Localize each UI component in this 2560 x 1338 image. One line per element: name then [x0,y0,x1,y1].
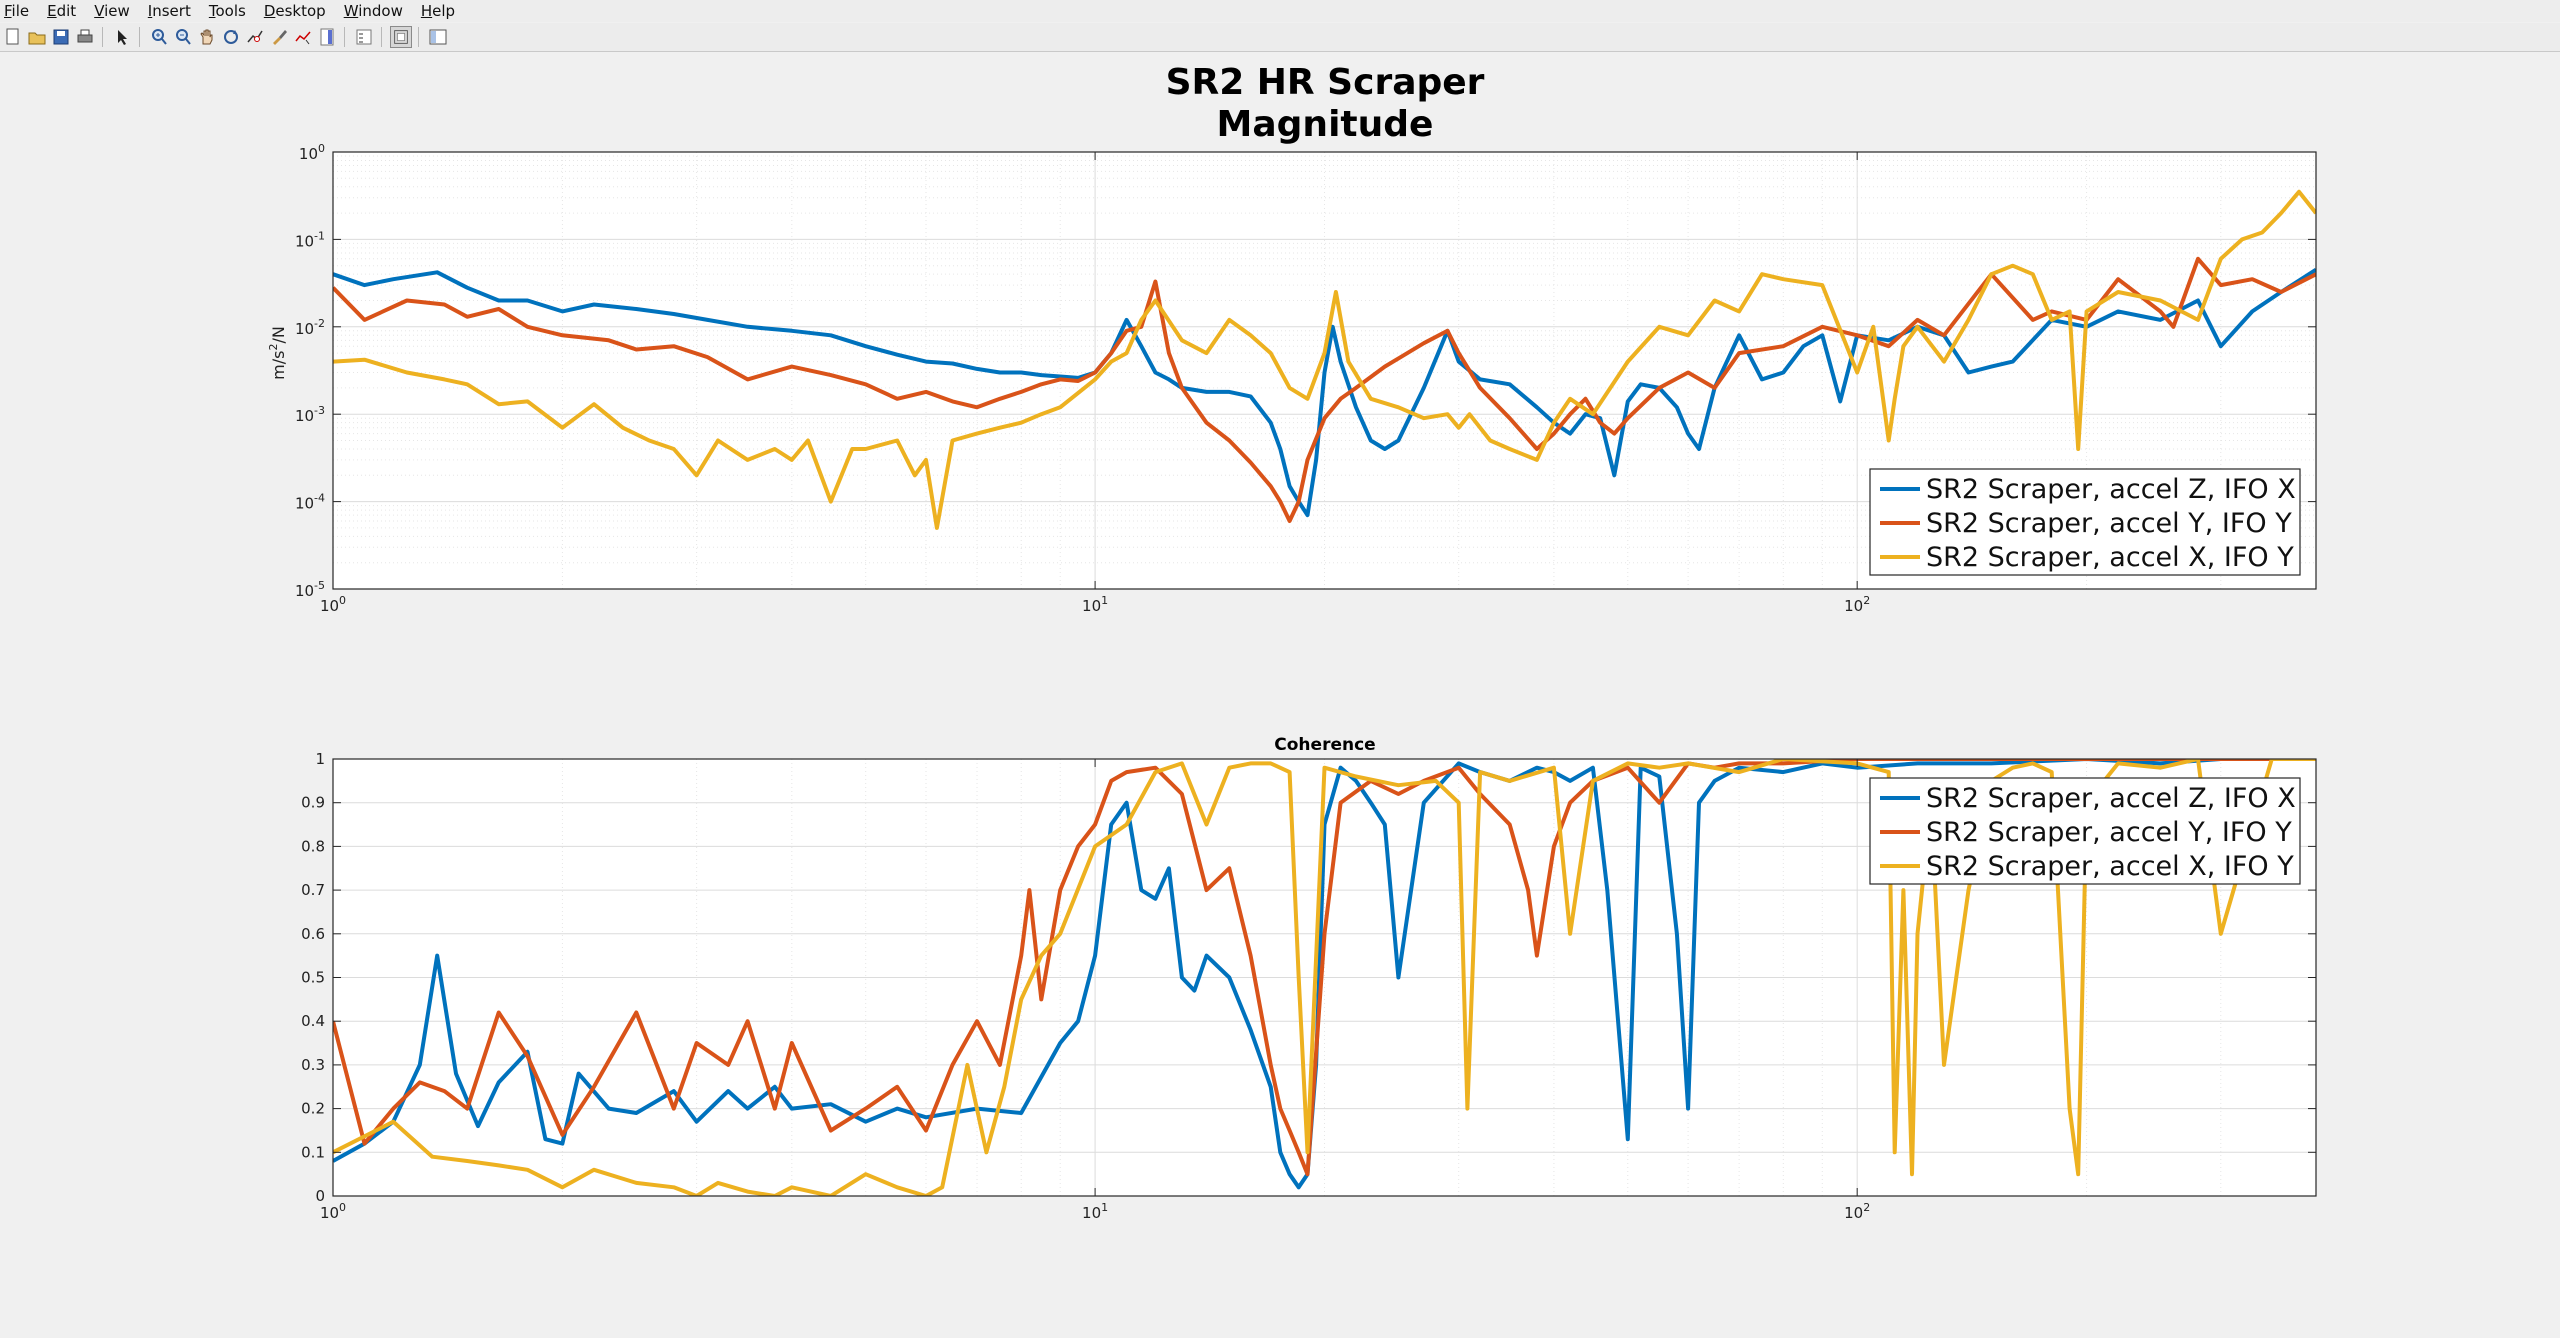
x-tick-label: 101 [1082,1201,1108,1222]
x-tick-label: 101 [1082,594,1108,615]
toolbar-separator [102,27,103,47]
y-tick-label: 0.4 [301,1012,325,1030]
insert-legend-icon[interactable] [353,26,375,48]
y-tick-label: 0.6 [301,925,325,943]
y-tick-label: 0.3 [301,1056,325,1074]
y-tick-label: 100 [299,142,325,163]
figure-title-line2: Magnitude [1217,104,1434,145]
y-tick-label: 0.8 [301,837,325,855]
brush-icon[interactable] [268,26,290,48]
pointer-icon[interactable] [111,26,133,48]
legend-entry-3: SR2 Scraper, accel X, IFO Y [1926,851,2294,882]
zoom-in-icon[interactable] [148,26,170,48]
rotate-icon[interactable] [220,26,242,48]
axes-box [332,151,2317,590]
toolbar-separator [344,27,345,47]
y-tick-label: 0.5 [301,969,325,987]
menu-bar: File Edit View Insert Tools Desktop Window Help [0,0,2560,22]
legend-entry-2: SR2 Scraper, accel Y, IFO Y [1926,508,2292,539]
y-tick-label: 0 [315,1187,325,1205]
data-cursor-icon[interactable] [244,26,266,48]
menu-edit[interactable]: Edit [47,2,77,20]
figure-canvas: SR2 HR Scraper Magnitude 100 101 10210-510… [267,62,2317,1222]
legend-entry-3: SR2 Scraper, accel X, IFO Y [1926,542,2294,573]
menu-insert[interactable]: Insert [147,2,191,20]
zoom-out-icon[interactable] [172,26,194,48]
y-tick-label: 1 [315,750,325,768]
y-tick-label: 10-2 [295,317,325,338]
magnitude-axes: 100 101 102 10-5 10-4 10-3 10-2 10-1 100 SR2 Scra… [295,142,2317,615]
toolbar [0,23,2560,52]
series-line-1 [333,759,2316,1190]
toolbar-separator [381,27,382,47]
y-tick-label: 10-1 [295,229,325,250]
x-tick-label: 100 [320,1201,346,1222]
menu-desktop[interactable]: Desktop [263,2,326,20]
y-tick-label: 10-4 [295,492,325,513]
x-tick-label: 100 [320,594,346,615]
menu-tools[interactable]: Tools [208,2,246,20]
series-line-3 [333,189,2316,530]
open-file-icon[interactable] [26,26,48,48]
y-tick-label: 10-5 [295,579,325,600]
show-plot-tools-icon[interactable] [427,26,449,48]
y-tick-label: 0.1 [301,1143,325,1161]
x-tick-label: 102 [1844,1201,1870,1222]
magnitude-ylabel: m/s2/N [267,326,288,380]
figure-title-line1: SR2 HR Scraper [1166,62,1485,103]
series-line-2 [333,256,2316,523]
menu-help[interactable]: Help [420,2,456,20]
pan-icon[interactable] [196,26,218,48]
coherence-axes: 100 101 102 0 0.1 0.2 0.3 0.4 0.5 0.6 0.7 0.8 0.9 1 SR… [301,750,2317,1222]
y-tick-label: 0.2 [301,1100,325,1118]
legend-entry-1: SR2 Scraper, accel Z, IFO X [1926,474,2296,505]
coherence-title: Coherence [1274,735,1375,755]
toolbar-separator [139,27,140,47]
menu-window[interactable]: Window [343,2,403,20]
x-tick-label: 102 [1844,594,1870,615]
legend-entry-1: SR2 Scraper, accel Z, IFO X [1926,783,2296,814]
insert-colorbar-icon[interactable] [316,26,338,48]
print-icon[interactable] [74,26,96,48]
y-tick-label: 10-3 [295,404,325,425]
menu-file[interactable]: File [4,2,30,20]
new-figure-icon[interactable] [2,26,24,48]
legend-box [1869,777,2301,885]
y-tick-label: 0.9 [301,794,325,812]
toolbar-separator [418,27,419,47]
hide-plot-tools-icon[interactable] [390,26,412,48]
menu-view[interactable]: View [94,2,130,20]
link-plot-icon[interactable] [292,26,314,48]
legend-entry-2: SR2 Scraper, accel Y, IFO Y [1926,817,2292,848]
legend-box [1869,468,2301,576]
save-icon[interactable] [50,26,72,48]
y-tick-label: 0.7 [301,881,325,899]
